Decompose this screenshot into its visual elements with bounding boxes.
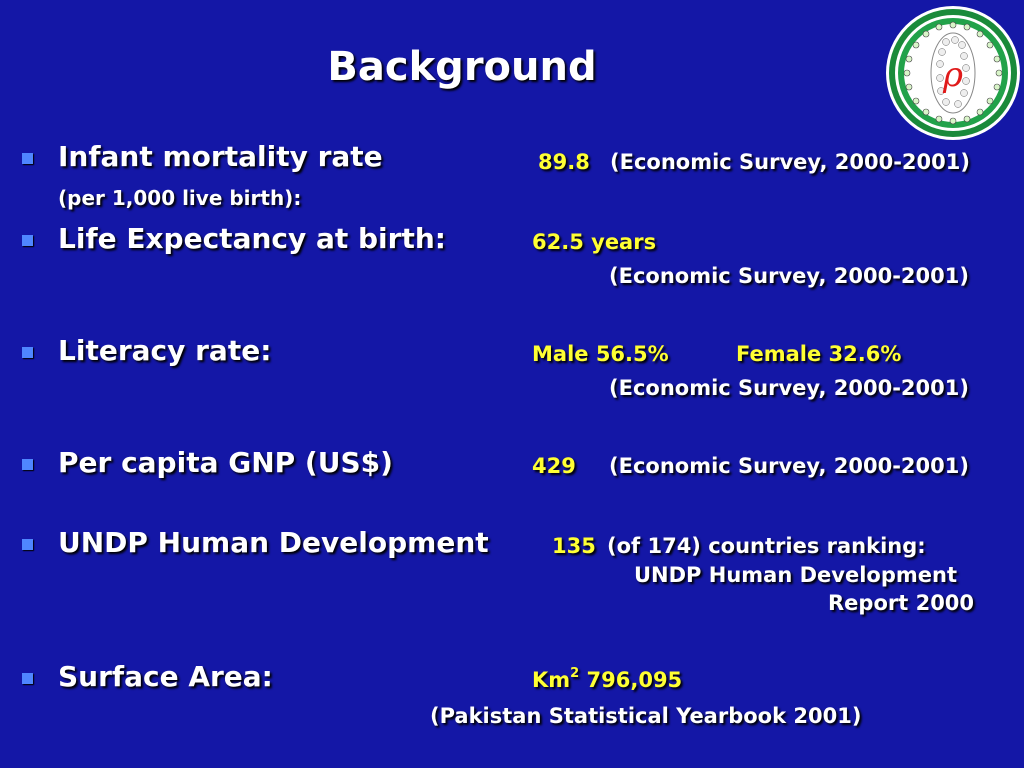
literacy-rate-label: Literacy rate: — [58, 334, 272, 367]
life-expectancy-value: 62.5 years — [532, 230, 657, 254]
undp-source-line2: Report 2000 — [828, 591, 975, 615]
surface-area-unit-exponent: 2 — [570, 666, 580, 681]
bullet-icon — [22, 673, 33, 684]
surface-area-source: (Pakistan Statistical Yearbook 2001) — [430, 704, 862, 728]
infant-mortality-sublabel: (per 1,000 live birth): — [58, 186, 302, 210]
bullet-icon — [22, 153, 33, 164]
gnp-label: Per capita GNP (US$) — [58, 446, 393, 479]
bullet-icon — [22, 539, 33, 550]
bullet-icon — [22, 347, 33, 358]
bullet-icon — [22, 459, 33, 470]
surface-area-number: 796,095 — [586, 668, 683, 692]
undp-rank-value: 135 — [552, 534, 596, 558]
life-expectancy-label: Life Expectancy at birth: — [58, 222, 446, 255]
undp-label: UNDP Human Development — [58, 526, 489, 559]
literacy-male-value: Male 56.5% — [532, 342, 669, 366]
literacy-female-value: Female 32.6% — [736, 342, 902, 366]
bullet-icon — [22, 235, 33, 246]
undp-rank-detail: (of 174) countries ranking: — [607, 534, 926, 558]
slide-title: Background — [327, 44, 597, 90]
infant-mortality-source: (Economic Survey, 2000-2001) — [610, 150, 970, 174]
infant-mortality-value: 89.8 — [538, 150, 590, 174]
infant-mortality-label: Infant mortality rate — [58, 140, 383, 173]
svg-text:ρ: ρ — [942, 55, 963, 95]
life-expectancy-source: (Economic Survey, 2000-2001) — [609, 264, 969, 288]
literacy-rate-source: (Economic Survey, 2000-2001) — [609, 376, 969, 400]
undp-source-line1: UNDP Human Development — [634, 563, 957, 587]
gnp-value: 429 — [532, 454, 576, 478]
surface-area-value: Km2 796,095 — [532, 666, 683, 692]
gnp-source: (Economic Survey, 2000-2001) — [609, 454, 969, 478]
surface-area-label: Surface Area: — [58, 660, 273, 693]
surface-area-unit: Km — [532, 668, 571, 692]
emblem-logo-icon: ρ — [886, 6, 1020, 140]
